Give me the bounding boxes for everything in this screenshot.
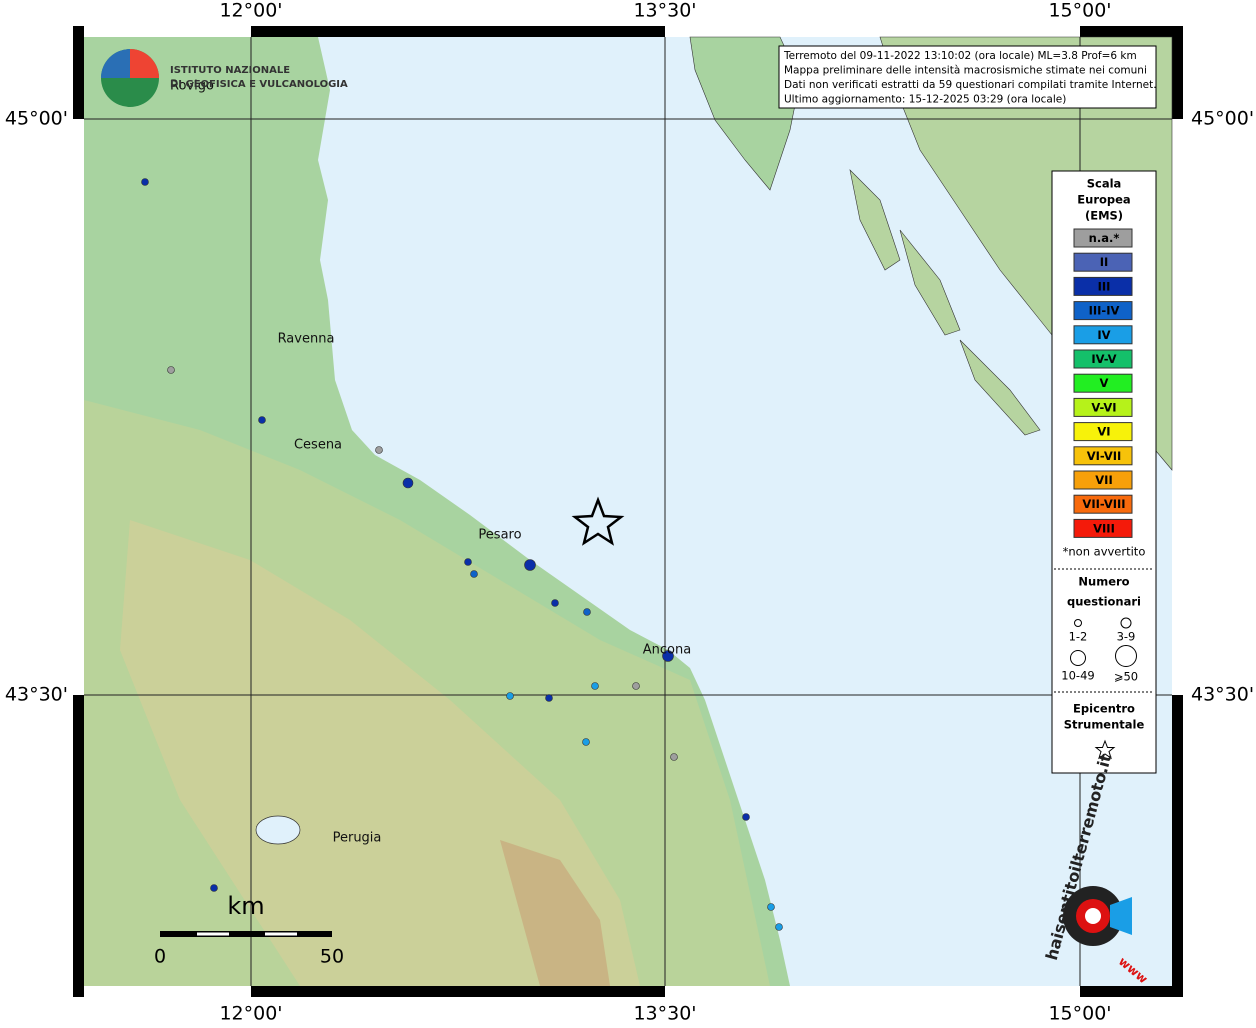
lake bbox=[255, 815, 301, 845]
city-label: Rovigo bbox=[170, 79, 214, 94]
legend-epicenter bbox=[1094, 739, 1116, 760]
coord-label: 15°00' bbox=[1048, 1003, 1111, 1025]
legend-label: VI bbox=[1097, 425, 1110, 439]
legend-title: Strumentale bbox=[1064, 718, 1145, 732]
legend-title: Scala bbox=[1087, 177, 1122, 191]
legend-label: III-IV bbox=[1089, 304, 1120, 318]
scale-end: 50 bbox=[320, 946, 344, 968]
coord-label: 43°30' bbox=[1191, 684, 1254, 706]
peaks bbox=[500, 840, 610, 986]
info-line: Dati non verificati estratti da 59 quest… bbox=[784, 79, 1157, 91]
legend-label: VIII bbox=[1093, 521, 1115, 535]
frame-checks bbox=[73, 26, 1183, 997]
legend-title: questionari bbox=[1067, 595, 1141, 609]
legend-label: V-VI bbox=[1091, 400, 1116, 414]
legend-swatch bbox=[1073, 470, 1133, 490]
legend-size bbox=[1115, 645, 1137, 667]
coord-label: 13°30' bbox=[633, 0, 696, 22]
logo-segment bbox=[130, 49, 159, 78]
coord-label: 12°00' bbox=[219, 0, 282, 22]
legend-title: Epicentro bbox=[1073, 702, 1135, 716]
legend-label: n.a.* bbox=[1089, 231, 1120, 245]
legend-size-label: 3-9 bbox=[1117, 630, 1136, 644]
legend-size-label: ⩾50 bbox=[1114, 670, 1138, 684]
intensity-points bbox=[141, 178, 783, 931]
legend-label: VI-VII bbox=[1087, 449, 1122, 463]
epicenter bbox=[571, 496, 625, 546]
legend-label: V bbox=[1100, 376, 1109, 390]
legend-swatch bbox=[1073, 422, 1133, 442]
legend-size bbox=[1070, 650, 1086, 666]
site-logo-dot bbox=[1085, 908, 1101, 924]
logo-text: ISTITUTO NAZIONALE bbox=[170, 65, 290, 76]
legend: ScalaEuropea(EMS)n.a.*IIIIIIII-IVIVIV-VV… bbox=[1054, 177, 1154, 760]
legend-swatch bbox=[1073, 276, 1133, 296]
info-line: Mappa preliminare delle intensità macros… bbox=[784, 65, 1147, 77]
legend-label: II bbox=[1100, 255, 1109, 269]
coord-label: 43°30' bbox=[5, 684, 68, 706]
legend-title: Numero bbox=[1078, 575, 1129, 589]
scale-unit: km bbox=[227, 892, 264, 920]
legend-swatch bbox=[1073, 518, 1133, 538]
coordinate-labels: 12°00' 12°00' 13°30' 13°30' 15°00' 15°00' 45°0… bbox=[5, 0, 1254, 1025]
legend-size bbox=[1074, 619, 1082, 627]
legend-swatch bbox=[1073, 252, 1133, 272]
legend-title: Europea bbox=[1077, 193, 1130, 207]
coord-label: 45°00' bbox=[5, 108, 68, 130]
info-box bbox=[778, 45, 1157, 109]
legend-label: IV bbox=[1097, 328, 1110, 342]
legend-title: (EMS) bbox=[1085, 209, 1123, 223]
legend-note: *non avvertito bbox=[1063, 545, 1146, 559]
legend-label: IV-V bbox=[1091, 352, 1116, 366]
info-text: Terremoto del 09-11-2022 13:10:02 (ora l… bbox=[783, 50, 1157, 106]
legend-swatch bbox=[1073, 349, 1133, 369]
legend-label: VII-VIII bbox=[1082, 497, 1125, 511]
legend-size-label: 10-49 bbox=[1061, 669, 1094, 683]
coord-label: 15°00' bbox=[1048, 0, 1111, 22]
cities: Rovigo Ravenna Cesena Pesaro Ancona Perugia bbox=[170, 79, 691, 846]
legend-swatch bbox=[1073, 397, 1133, 417]
city-label: Pesaro bbox=[478, 528, 521, 543]
legend-label: VII bbox=[1095, 473, 1112, 487]
coord-label: 13°30' bbox=[633, 1003, 696, 1025]
legend-swatch bbox=[1073, 373, 1133, 393]
coord-label: 12°00' bbox=[219, 1003, 282, 1025]
legend-swatch bbox=[1073, 325, 1133, 345]
legend-swatch bbox=[1073, 228, 1133, 248]
legend-swatch bbox=[1073, 446, 1133, 466]
legend-swatch bbox=[1073, 301, 1133, 321]
city-label: Ravenna bbox=[278, 332, 335, 347]
info-line: Terremoto del 09-11-2022 13:10:02 (ora l… bbox=[783, 50, 1137, 62]
legend-label: III bbox=[1098, 279, 1111, 293]
scale-bar: km 0 50 bbox=[154, 892, 344, 968]
site-logo-speaker bbox=[1110, 897, 1132, 935]
info-line: Ultimo aggiornamento: 15-12-2025 03:29 (… bbox=[784, 94, 1066, 106]
islands bbox=[849, 169, 1041, 436]
city-label: Cesena bbox=[294, 438, 342, 453]
legend-size-label: 1-2 bbox=[1069, 630, 1088, 644]
logo-text: DI GEOFISICA E VULCANOLOGIA bbox=[170, 79, 348, 90]
coord-label: 45°00' bbox=[1191, 108, 1254, 130]
legend-swatch bbox=[1073, 494, 1133, 514]
ingv-logo: ISTITUTO NAZIONALE DI GEOFISICA E VULCAN… bbox=[101, 49, 348, 107]
logo-segment bbox=[101, 49, 130, 78]
city-label: Perugia bbox=[333, 831, 382, 846]
scale-start: 0 bbox=[154, 946, 166, 968]
legend-size bbox=[1120, 617, 1132, 629]
city-label: Ancona bbox=[643, 643, 691, 658]
